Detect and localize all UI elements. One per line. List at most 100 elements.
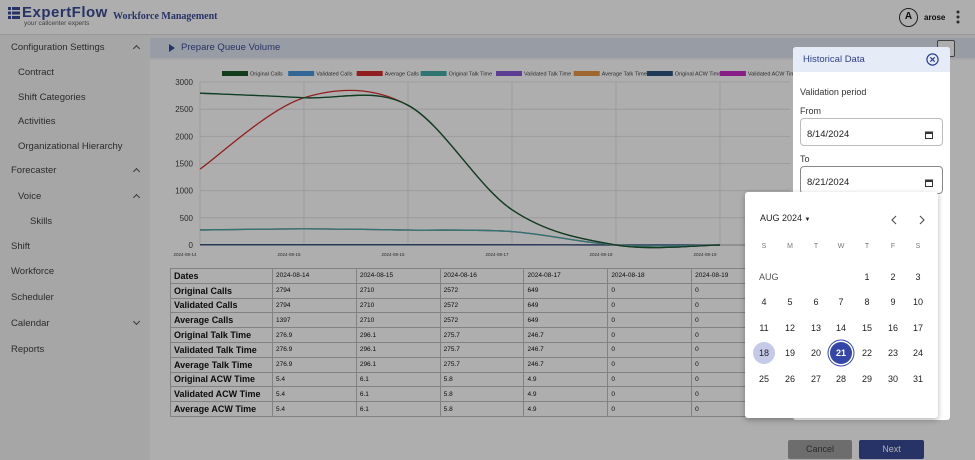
logo: ExpertFlow	[22, 4, 108, 21]
day[interactable]: 15	[861, 323, 872, 333]
from-label: From	[800, 106, 821, 116]
day[interactable]: 4	[761, 297, 767, 307]
month-selector[interactable]: AUG 2024 ▼	[760, 213, 811, 223]
legend-label: Validated Talk Time	[524, 72, 571, 78]
calendar-icon[interactable]	[925, 179, 933, 187]
y-tick-label: 2000	[175, 132, 193, 141]
day[interactable]: 2	[890, 272, 896, 282]
cell: 4.9	[523, 401, 609, 417]
day[interactable]: 20	[810, 348, 821, 358]
date-picker: AUG 2024 ▼ S M T W T F S AUG 1 2 3 4 5 6 7 8 9 10 11 12 13 14…	[745, 192, 938, 418]
sidebar-item[interactable]: Reports	[11, 344, 45, 355]
day[interactable]: 25	[758, 374, 769, 384]
month-nav[interactable]	[891, 215, 931, 225]
day[interactable]: 23	[887, 348, 898, 358]
day[interactable]: 17	[912, 323, 923, 333]
legend-swatch	[646, 71, 673, 76]
legend-label: Original Talk Time	[449, 72, 493, 78]
day[interactable]: 6	[813, 297, 819, 307]
cancel-button[interactable]: Cancel	[788, 440, 852, 459]
day[interactable]: 26	[784, 374, 795, 384]
day[interactable]: 18	[753, 342, 775, 364]
day[interactable]: 12	[784, 323, 795, 333]
x-tick-label: 2024-08-19	[693, 252, 717, 257]
next-button[interactable]: Next	[859, 440, 924, 459]
y-tick-label: 1500	[175, 160, 193, 169]
legend-label: Average Calls	[385, 72, 419, 78]
day[interactable]: 1	[864, 272, 870, 282]
legend-label: Original Calls	[250, 72, 283, 78]
day[interactable]: 21	[830, 342, 852, 364]
to-input[interactable]: 8/21/2024	[800, 166, 943, 194]
sidebar-item[interactable]: Shift Categories	[18, 92, 86, 103]
x-tick-label: 2024-08-17	[485, 252, 509, 257]
table-row: Original Calls 2794 2710 2572 649 0 0	[170, 282, 776, 299]
sidebar-item[interactable]: Voice	[18, 191, 42, 202]
weekday: S	[761, 243, 767, 250]
day[interactable]: 28	[835, 374, 846, 384]
day[interactable]: 7	[838, 297, 844, 307]
day[interactable]: 5	[787, 297, 793, 307]
cell: 5.4	[272, 401, 357, 417]
table-row: Validated Talk Time 276.9 296.1 275.7 246.7 0…	[170, 341, 776, 358]
menu-dots[interactable]	[955, 10, 961, 26]
day[interactable]: 29	[861, 374, 872, 384]
sidebar-item[interactable]: Configuration Settings	[11, 42, 105, 53]
from-input[interactable]: 8/14/2024	[800, 118, 943, 146]
x-tick-label: 2024-08-14	[173, 252, 197, 257]
day[interactable]: 27	[810, 374, 821, 384]
y-tick-label: 3000	[175, 78, 193, 87]
weekday: F	[890, 243, 896, 250]
legend-label: Validated ACW Time	[748, 72, 798, 78]
day[interactable]: 22	[861, 348, 872, 358]
avatar[interactable]: A	[899, 8, 918, 27]
day[interactable]: 24	[912, 348, 923, 358]
day[interactable]: 3	[915, 272, 921, 282]
sidebar-item[interactable]: Skills	[30, 216, 53, 227]
day[interactable]: 31	[912, 374, 923, 384]
day[interactable]: 13	[810, 323, 821, 333]
y-tick-label: 1000	[175, 187, 193, 196]
to-label: To	[800, 154, 810, 164]
close-icon[interactable]	[926, 53, 939, 66]
calendar-icon[interactable]	[925, 131, 933, 139]
day[interactable]: 19	[784, 348, 795, 358]
sidebar-item[interactable]: Workforce	[11, 266, 55, 277]
sidebar-item[interactable]: Forecaster	[11, 165, 57, 176]
section-label: Validation period	[800, 87, 867, 97]
day[interactable]: 9	[890, 297, 896, 307]
sidebar-item[interactable]: Shift	[11, 241, 31, 252]
day[interactable]: 8	[864, 297, 870, 307]
sidebar-item[interactable]: Contract	[18, 67, 54, 78]
sidebar-item[interactable]: Calendar	[11, 318, 50, 329]
top-bar: ExpertFlow your callcenter experts Workf…	[0, 0, 975, 35]
row-label: Original Calls	[170, 282, 273, 299]
day[interactable]: 11	[759, 323, 769, 333]
legend-swatch	[420, 71, 447, 76]
weekday: T	[813, 243, 819, 250]
dialog-title: Historical Data	[803, 54, 865, 65]
caret	[169, 44, 175, 52]
logo-icon	[8, 7, 20, 19]
series-line	[199, 228, 721, 247]
sidebar-item[interactable]: Organizational Hierarchy	[18, 141, 123, 152]
sidebar-item[interactable]: Activities	[18, 116, 56, 127]
month-short: AUG	[759, 272, 779, 282]
section-title: Prepare Queue Volume	[181, 42, 281, 53]
legend-swatch	[222, 71, 248, 76]
data-table: Dates 2024-08-14 2024-08-15 2024-08-16 2024-…	[170, 268, 776, 417]
day[interactable]: 10	[912, 297, 923, 307]
series-line	[199, 92, 721, 249]
x-tick-label: 2024-08-15	[277, 252, 301, 257]
sidebar-item[interactable]: Scheduler	[11, 292, 54, 303]
sidebar: Configuration Settings Contract Shift Cate…	[0, 35, 148, 460]
table-header-row: Dates 2024-08-14 2024-08-15 2024-08-16 2024-…	[170, 268, 776, 284]
day[interactable]: 16	[887, 323, 898, 333]
app-name: Workforce Management	[113, 11, 218, 22]
day[interactable]: 30	[887, 374, 898, 384]
day[interactable]: 14	[835, 323, 846, 333]
month-label: AUG 2024	[760, 213, 803, 223]
legend-label: Average Talk Time	[602, 72, 647, 78]
